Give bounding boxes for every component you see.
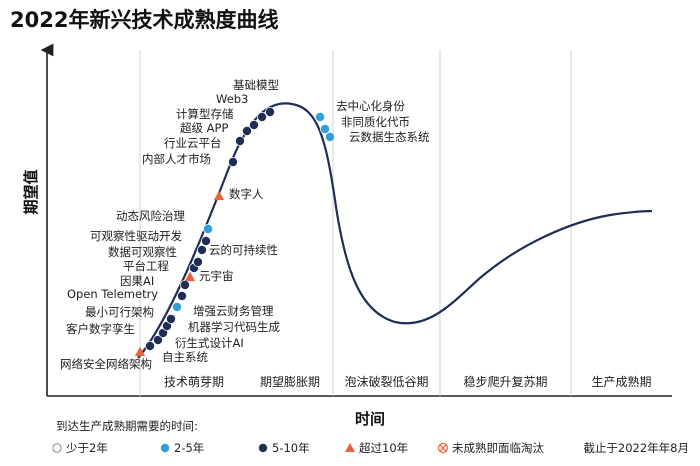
tech-point-triangle <box>184 271 196 282</box>
tech-point <box>179 279 190 290</box>
tech-point-label: 云数据生态系统 <box>349 130 430 144</box>
tech-point-label: 网络安全网络架构 <box>60 357 152 371</box>
tech-point-label: 因果AI <box>120 274 154 288</box>
tech-point <box>319 124 330 135</box>
tech-point-label: 内部人才市场 <box>142 152 211 166</box>
tech-point-label: 动态风险治理 <box>116 209 185 223</box>
tech-point <box>241 126 252 137</box>
tech-point <box>234 135 245 146</box>
phase-label: 稳步爬升复苏期 <box>463 374 547 389</box>
tech-point <box>196 244 207 255</box>
legend-label: 超过10年 <box>359 441 408 455</box>
tech-point-label: 平台工程 <box>123 259 169 273</box>
tech-point <box>171 301 182 312</box>
tech-point-label: 数据可观察性 <box>108 245 177 259</box>
tech-point-label: 超级 APP <box>180 121 228 135</box>
tech-point-label: Web3 <box>216 92 248 106</box>
date-note: 截止于2022年年8月 <box>583 441 689 455</box>
tech-point-label: 行业云平台 <box>164 136 222 150</box>
legend-symbol-white-circle <box>52 443 62 453</box>
phase-label: 技术萌芽期 <box>164 375 224 389</box>
legend-symbol-orange-triangle <box>345 443 355 452</box>
legend-symbol-navy-circle <box>258 443 268 453</box>
tech-point-label: 增强云财务管理 <box>193 304 274 318</box>
tech-point <box>202 223 213 234</box>
tech-point-label: 自主系统 <box>162 350 208 364</box>
legend-title: 到达生产成熟期需要的时间: <box>56 419 198 433</box>
legend-label: 2-5年 <box>174 441 204 455</box>
tech-point-label: Open Telemetry <box>67 287 158 301</box>
phase-label: 泡沫破裂低谷期 <box>344 374 428 389</box>
tech-point-label: 最小可行架构 <box>85 305 154 319</box>
phase-label: 生产成熟期 <box>591 374 651 389</box>
tech-point-label: 可观察性驱动开发 <box>90 229 182 243</box>
chart-title: 2022年新兴技术成熟度曲线 <box>10 8 278 32</box>
phase-label: 期望膨胀期 <box>260 375 320 389</box>
tech-point <box>200 235 211 246</box>
tech-point <box>144 340 155 351</box>
legend-symbol-blue-circle <box>160 443 170 453</box>
tech-point-triangle <box>134 346 146 357</box>
legend-x-stroke <box>439 444 447 452</box>
tech-point-label: 客户数字孪生 <box>66 322 135 336</box>
tech-point <box>314 112 325 123</box>
tech-point <box>248 120 259 131</box>
phase-separators <box>139 50 572 396</box>
tech-point-label: 去中心化身份 <box>336 99 405 113</box>
tech-point-label: 衍生式设计AI <box>175 336 244 350</box>
legend-label: 少于2年 <box>66 441 108 455</box>
legend-label: 未成熟即面临淘汰 <box>452 441 544 455</box>
tech-point <box>152 334 163 345</box>
tech-point <box>165 313 176 324</box>
tech-point-label: 基础模型 <box>233 78 279 92</box>
phase-labels: 技术萌芽期 期望膨胀期 泡沫破裂低谷期 稳步爬升复苏期 生产成熟期 <box>164 374 652 389</box>
legend-label: 5-10年 <box>272 441 310 455</box>
tech-point-label: 计算型存储 <box>176 107 234 121</box>
tech-point-triangle <box>213 190 225 201</box>
tech-point <box>227 156 238 167</box>
y-axis-label: 期望值 <box>22 169 40 214</box>
tech-point-label: 机器学习代码生成 <box>188 320 280 334</box>
tech-point <box>176 290 187 301</box>
tech-point-label: 云的可持续性 <box>209 243 278 257</box>
tech-point-label: 数字人 <box>229 187 264 201</box>
tech-point <box>256 112 267 123</box>
tech-point <box>324 131 335 142</box>
tech-point <box>192 256 203 267</box>
tech-point-label: 非同质化代币 <box>341 115 410 129</box>
x-axis-label: 时间 <box>355 410 385 428</box>
tech-point <box>264 107 275 118</box>
tech-point-label: 元宇宙 <box>199 269 234 283</box>
legend: 到达生产成熟期需要的时间: 少于2年 2-5年 5-10年 超过10年 未成熟即面临淘汰 <box>52 419 544 455</box>
